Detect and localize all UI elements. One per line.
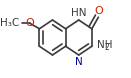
Text: HN: HN [71,8,87,18]
Text: O: O [26,18,34,28]
Text: N: N [75,57,83,67]
Text: NH: NH [97,40,113,50]
Text: 2: 2 [105,43,109,52]
Text: H₃C: H₃C [0,18,19,28]
Text: O: O [94,6,103,16]
